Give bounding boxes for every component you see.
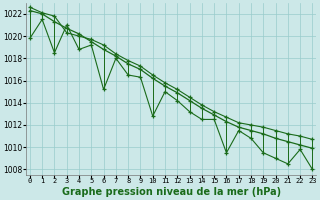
- X-axis label: Graphe pression niveau de la mer (hPa): Graphe pression niveau de la mer (hPa): [61, 187, 281, 197]
